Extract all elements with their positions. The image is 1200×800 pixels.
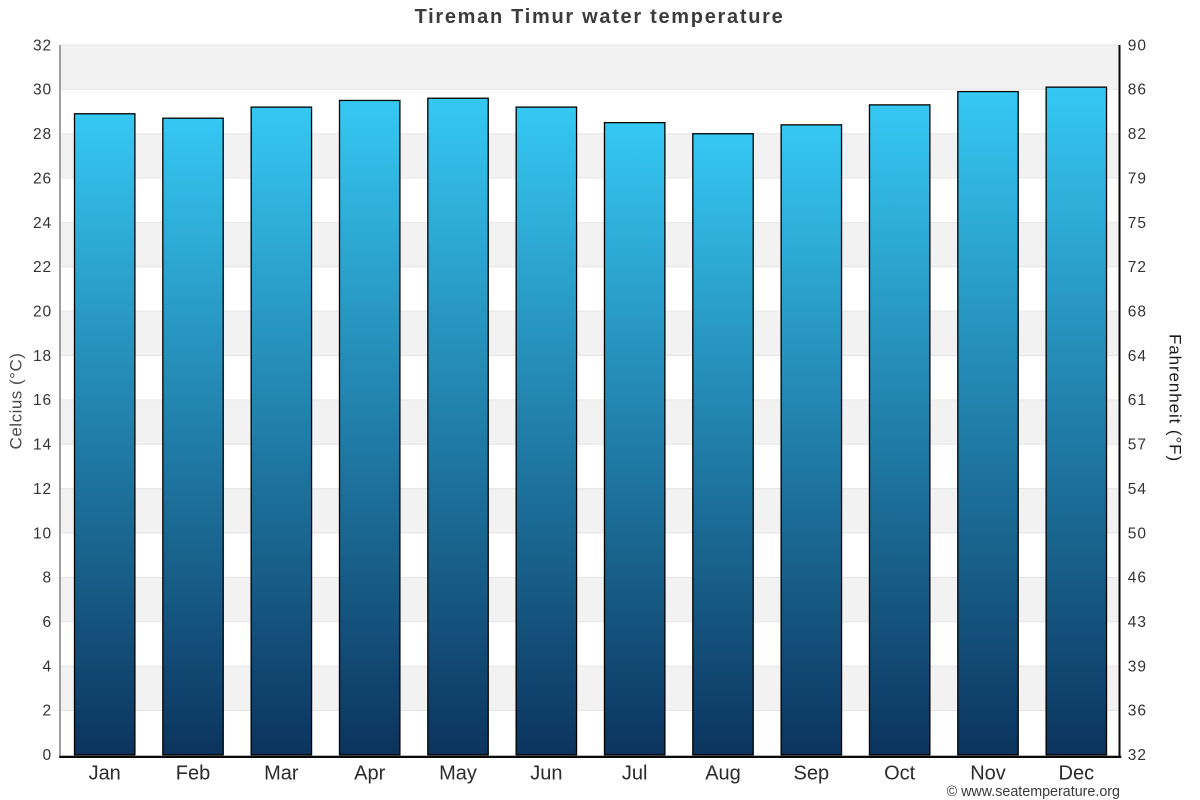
svg-text:Sep: Sep (794, 763, 830, 785)
svg-text:90: 90 (1128, 37, 1147, 54)
svg-text:18: 18 (33, 348, 52, 365)
svg-text:0: 0 (42, 747, 52, 764)
svg-text:86: 86 (1128, 82, 1147, 99)
svg-text:50: 50 (1128, 525, 1147, 542)
svg-text:20: 20 (33, 303, 52, 320)
svg-text:Fahrenheit (°F): Fahrenheit (°F) (1166, 334, 1185, 462)
svg-text:14: 14 (33, 437, 52, 454)
svg-text:6: 6 (42, 614, 52, 631)
svg-text:68: 68 (1128, 303, 1147, 320)
svg-text:Jun: Jun (530, 763, 562, 785)
svg-text:43: 43 (1128, 614, 1147, 631)
svg-text:Tireman Timur water temperatur: Tireman Timur water temperature (415, 6, 785, 28)
svg-text:Aug: Aug (705, 763, 741, 785)
svg-text:Oct: Oct (884, 763, 916, 785)
svg-text:May: May (439, 763, 477, 785)
svg-text:32: 32 (1128, 747, 1147, 764)
svg-text:12: 12 (33, 481, 52, 498)
svg-text:28: 28 (33, 126, 52, 143)
svg-text:30: 30 (33, 82, 52, 99)
svg-text:Dec: Dec (1059, 763, 1095, 785)
svg-text:22: 22 (33, 259, 52, 276)
svg-text:72: 72 (1128, 259, 1147, 276)
svg-text:Mar: Mar (264, 763, 299, 785)
svg-text:46: 46 (1128, 570, 1147, 587)
svg-text:Jul: Jul (622, 763, 648, 785)
svg-text:32: 32 (33, 37, 52, 54)
svg-text:4: 4 (42, 658, 52, 675)
svg-text:75: 75 (1128, 215, 1147, 232)
svg-text:Feb: Feb (176, 763, 210, 785)
svg-text:36: 36 (1128, 703, 1147, 720)
svg-text:79: 79 (1128, 170, 1147, 187)
svg-text:2: 2 (42, 703, 52, 720)
svg-text:24: 24 (33, 215, 52, 232)
svg-text:Nov: Nov (970, 763, 1006, 785)
svg-text:54: 54 (1128, 481, 1147, 498)
svg-text:16: 16 (33, 392, 52, 409)
svg-text:10: 10 (33, 525, 52, 542)
svg-text:82: 82 (1128, 126, 1147, 143)
svg-text:39: 39 (1128, 658, 1147, 675)
svg-text:57: 57 (1128, 437, 1147, 454)
svg-text:Jan: Jan (89, 763, 121, 785)
svg-text:Apr: Apr (354, 763, 385, 785)
svg-text:64: 64 (1128, 348, 1147, 365)
svg-text:61: 61 (1128, 392, 1147, 409)
svg-text:© www.seatemperature.org: © www.seatemperature.org (947, 784, 1120, 800)
svg-text:Celcius (°C): Celcius (°C) (7, 353, 26, 450)
svg-text:26: 26 (33, 170, 52, 187)
svg-text:8: 8 (42, 570, 52, 587)
